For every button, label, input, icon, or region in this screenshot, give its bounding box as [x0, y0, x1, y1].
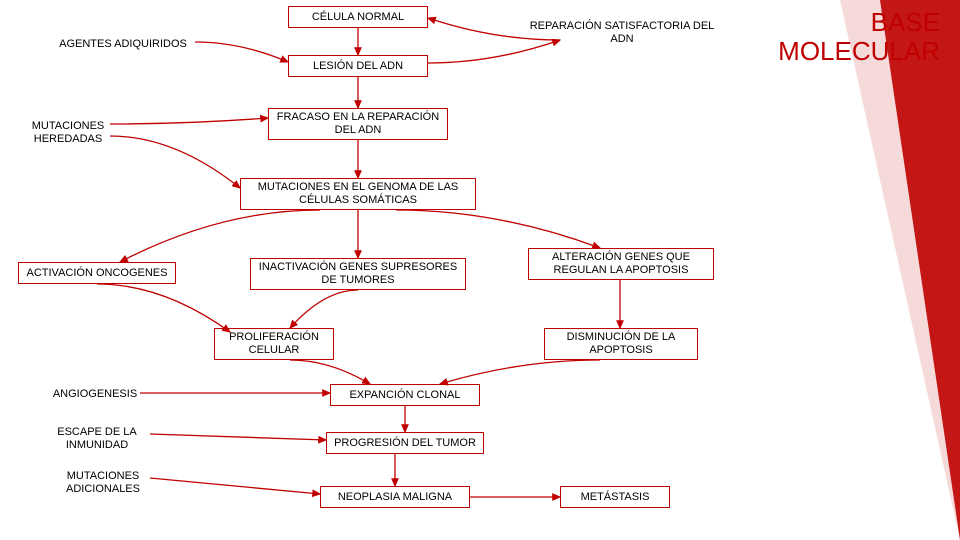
- box-expansion-clonal: EXPANCIÓN CLONAL: [330, 384, 480, 406]
- box-metastasis: METÁSTASIS: [560, 486, 670, 508]
- title-line1: BASE: [871, 7, 940, 37]
- slide-accent: [880, 0, 960, 540]
- label-mutaciones-adicionales: MUTACIONES ADICIONALES: [48, 470, 158, 495]
- label-mutaciones-heredadas: MUTACIONES HEREDADAS: [18, 120, 118, 145]
- box-activacion-oncogenes: ACTIVACIÓN ONCOGENES: [18, 262, 176, 284]
- box-proliferacion: PROLIFERACIÓN CELULAR: [214, 328, 334, 360]
- box-alteracion-apoptosis: ALTERACIÓN GENES QUE REGULAN LA APOPTOSI…: [528, 248, 714, 280]
- label-reparacion-satisfactoria: REPARACIÓN SATISFACTORIA DEL ADN: [522, 20, 722, 45]
- box-progresion-tumor: PROGRESIÓN DEL TUMOR: [326, 432, 484, 454]
- box-disminucion-apoptosis: DISMINUCIÓN DE LA APOPTOSIS: [544, 328, 698, 360]
- box-lesion-adn: LESIÓN DEL ADN: [288, 55, 428, 77]
- box-inactivacion-supresores: INACTIVACIÓN GENES SUPRESORES DE TUMORES: [250, 258, 466, 290]
- label-escape-inmunidad: ESCAPE DE LA INMUNIDAD: [42, 426, 152, 451]
- box-fracaso: FRACASO EN LA REPARACIÓN DEL ADN: [268, 108, 448, 140]
- label-agentes-adquiridos: AGENTES ADIQUIRIDOS: [48, 38, 198, 51]
- box-neoplasia-maligna: NEOPLASIA MALIGNA: [320, 486, 470, 508]
- slide-title: BASE MOLECULAR: [778, 8, 940, 65]
- label-angiogenesis: ANGIOGENESIS: [40, 388, 150, 401]
- box-celula-normal: CÉLULA NORMAL: [288, 6, 428, 28]
- title-line2: MOLECULAR: [778, 36, 940, 66]
- box-mutaciones-somaticas: MUTACIONES EN EL GENOMA DE LAS CÉLULAS S…: [240, 178, 476, 210]
